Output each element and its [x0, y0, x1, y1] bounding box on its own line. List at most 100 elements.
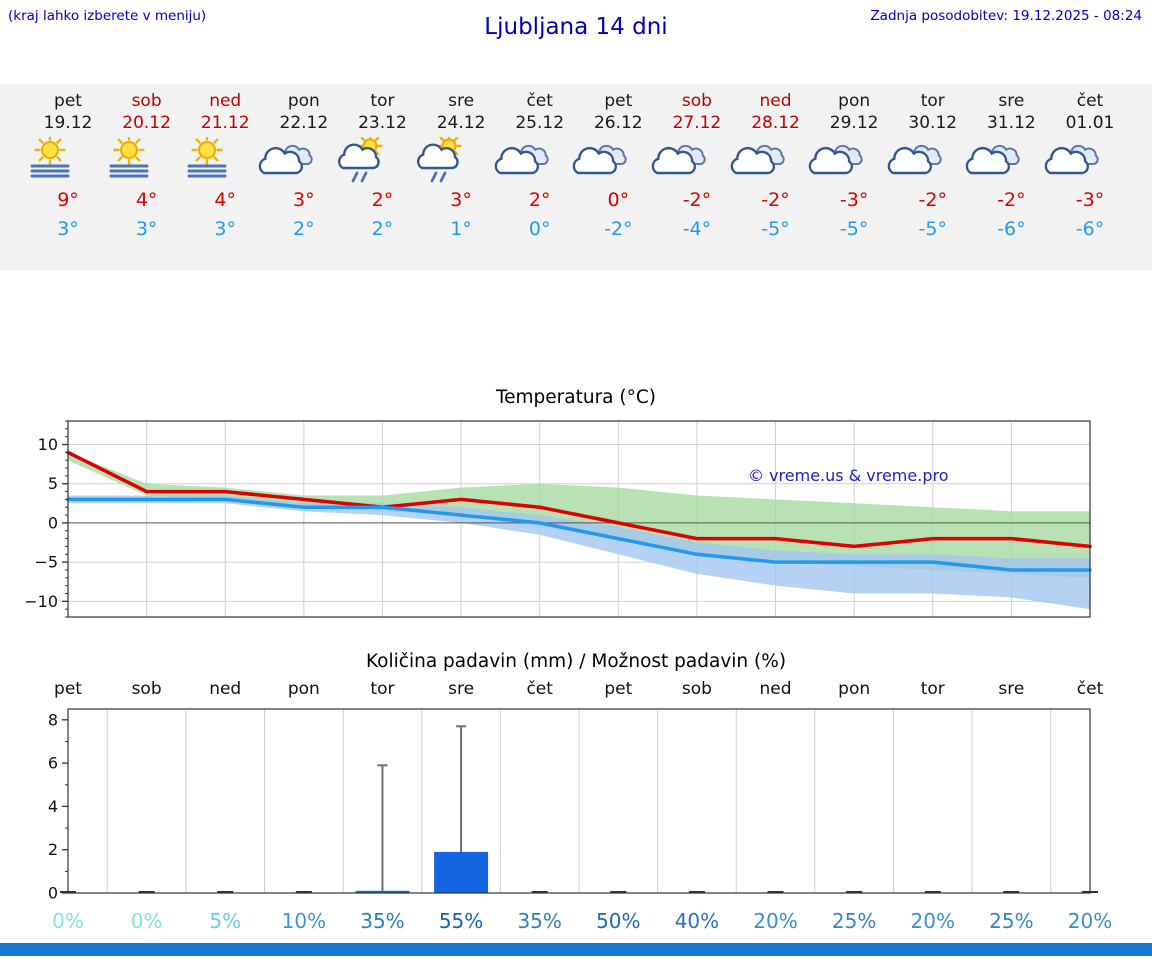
- forecast-day-column: tor 23.12 2° 2°: [336, 84, 428, 240]
- temperature-chart-svg: © vreme.us & vreme.pro −10 −5 0 5 10: [24, 420, 1092, 618]
- day-date: 01.01: [1065, 113, 1115, 133]
- location-menu-note[interactable]: (kraj lahko izberete v meniju): [8, 8, 207, 24]
- forecast-day-column: sre 24.12 3° 1°: [415, 84, 507, 240]
- min-temperature-range-band: [68, 495, 1090, 610]
- day-date: 19.12: [43, 113, 93, 133]
- cloudy-icon: [258, 137, 350, 187]
- day-min-temp: -4°: [682, 218, 712, 240]
- cloudy-icon: [808, 137, 900, 187]
- forecast-day-column: pon 22.12 3° 2°: [258, 84, 350, 240]
- day-name: ned: [209, 91, 242, 111]
- precip-day-label: sob: [131, 679, 162, 699]
- day-name: tor: [370, 91, 395, 111]
- forecast-day-column: sob 20.12 4° 3°: [101, 84, 193, 240]
- day-min-temp: 3°: [57, 218, 79, 240]
- cloudy-icon: [965, 137, 1057, 187]
- last-updated: Zadnja posodobitev: 19.12.2025 - 08:24: [870, 8, 1142, 24]
- precip-ytick-label: 4: [48, 797, 58, 816]
- day-min-temp: 1°: [450, 218, 472, 240]
- day-max-temp: 3°: [450, 189, 472, 211]
- day-date: 23.12: [358, 113, 407, 133]
- day-date: 21.12: [200, 113, 250, 133]
- temp-ytick-label: 0: [48, 513, 58, 532]
- precip-plot-border: [67, 708, 1091, 894]
- forecast-strip: pet 19.12 9° 3° sob 20.12 4° 3° ned 21.12 4° 3° p…: [0, 84, 1152, 270]
- header: (kraj lahko izberete v meniju) Ljubljana…: [0, 0, 1152, 64]
- cloudy-icon: [572, 137, 664, 187]
- precip-chart-title: Količina padavin (mm) / Možnost padavin …: [365, 651, 787, 672]
- day-name: sre: [448, 91, 475, 111]
- precip-day-label: pet: [54, 679, 82, 699]
- precip-day-label: ned: [759, 679, 792, 699]
- precip-probability-label: 20%: [753, 909, 798, 933]
- cloudy-icon: [651, 137, 743, 187]
- precip-day-label: sre: [448, 679, 475, 699]
- day-name: sob: [681, 91, 712, 111]
- day-min-temp: -5°: [761, 218, 790, 240]
- forecast-day-column: tor 30.12 -2° -5°: [887, 84, 979, 240]
- temp-ytick-label: −10: [24, 592, 58, 611]
- day-max-temp: -2°: [682, 189, 712, 211]
- day-min-temp: 2°: [293, 218, 315, 240]
- forecast-day-column: čet 01.01 -3° -6°: [1044, 84, 1136, 240]
- cloudy-icon: [887, 137, 979, 187]
- precip-probability-label: 55%: [438, 909, 484, 933]
- forecast-day-column: sob 27.12 -2° -4°: [651, 84, 743, 240]
- day-name: sob: [131, 91, 162, 111]
- day-name: čet: [1076, 91, 1104, 111]
- day-min-temp: -6°: [997, 218, 1026, 240]
- sun-fog-icon: [22, 137, 114, 187]
- precip-probability-label: 20%: [910, 909, 955, 933]
- day-name: pet: [54, 91, 82, 111]
- day-min-temp: 0°: [528, 218, 551, 240]
- temp-plot-border: [67, 420, 1091, 618]
- forecast-day-column: ned 28.12 -2° -5°: [730, 84, 822, 240]
- precip-day-label: pon: [838, 679, 871, 699]
- temperature-chart-title: Temperatura (°C): [495, 387, 657, 408]
- day-name: pet: [604, 91, 633, 111]
- precip-day-labels: pet sob ned pon tor sre čet pet sob ned pon tor sre č…: [0, 679, 1152, 705]
- precip-day-label: pon: [287, 679, 320, 699]
- precip-ytick-label: 8: [48, 710, 58, 729]
- forecast-day-column: pon 29.12 -3° -5°: [808, 84, 900, 240]
- precip-probability-label: 25%: [989, 909, 1034, 933]
- day-min-temp: 2°: [371, 218, 394, 240]
- day-max-temp: -2°: [918, 189, 947, 211]
- cloudy-icon: [494, 137, 586, 187]
- forecast-day-column: čet 25.12 2° 0°: [494, 84, 586, 240]
- precip-day-label: ned: [209, 679, 242, 699]
- day-date: 25.12: [515, 113, 565, 133]
- precip-probabilities: 0% 0% 5% 10% 35% 55% 35% 50% 40% 20% 25% 20% 25% 20%: [0, 909, 1152, 935]
- precip-bar: [355, 890, 410, 893]
- day-date: 27.12: [672, 113, 722, 133]
- precip-probability-label: 35%: [517, 909, 562, 933]
- temperature-chart-section: Temperatura (°C) © vreme.us & vreme.pro −…: [0, 385, 1152, 623]
- day-name: pon: [838, 91, 871, 111]
- day-min-temp: -6°: [1075, 218, 1105, 240]
- day-name: sre: [998, 91, 1025, 111]
- sun-fog-icon: [101, 137, 193, 187]
- precip-chart-svg: 0 2 4 6 8: [48, 708, 1098, 901]
- precip-day-label: pet: [604, 679, 633, 699]
- forecast-day-column: sre 31.12 -2° -6°: [965, 84, 1057, 240]
- precip-day-label: čet: [1076, 679, 1104, 699]
- precip-probability-label: 10%: [281, 909, 327, 933]
- precip-probability-label: 25%: [831, 909, 877, 933]
- temp-ytick-label: 5: [48, 474, 58, 493]
- forecast-day-column: ned 21.12 4° 3°: [179, 84, 271, 240]
- day-date: 29.12: [829, 113, 879, 133]
- day-name: ned: [759, 91, 792, 111]
- day-date: 28.12: [751, 113, 800, 133]
- day-max-temp: 2°: [371, 189, 394, 211]
- watermark[interactable]: © vreme.us & vreme.pro: [748, 466, 949, 485]
- day-date: 31.12: [987, 113, 1036, 133]
- day-date: 24.12: [436, 113, 486, 133]
- day-max-temp: -3°: [1075, 189, 1105, 211]
- day-min-temp: 3°: [214, 218, 237, 240]
- page-title: Ljubljana 14 dni: [484, 14, 668, 40]
- precip-ytick-label: 2: [48, 840, 58, 859]
- precip-ytick-label: 6: [48, 754, 58, 773]
- min-temperature-line: [66, 497, 1092, 572]
- precip-probability-label: 20%: [1067, 909, 1113, 933]
